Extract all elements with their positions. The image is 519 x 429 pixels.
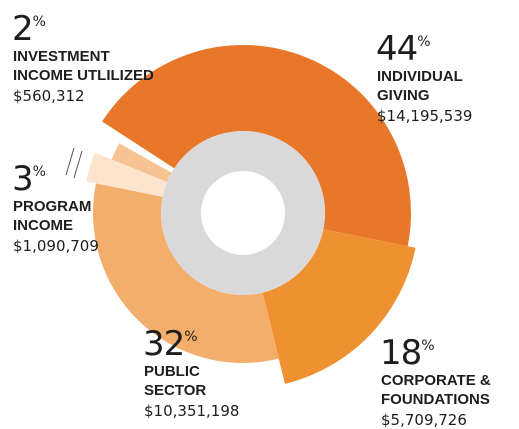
amount-label: $1,090,709 <box>13 237 99 255</box>
percent-unit: % <box>421 338 434 354</box>
center-hole <box>201 171 285 255</box>
slice <box>262 229 416 384</box>
percent-value: 44 <box>376 29 417 69</box>
percent-value: 3 <box>12 159 33 199</box>
percent-unit: % <box>33 14 46 30</box>
category-label: SECTOR <box>144 382 206 399</box>
amount-label: $14,195,539 <box>377 107 472 125</box>
slice <box>86 152 168 197</box>
amount-label: $5,709,726 <box>381 411 467 429</box>
slice <box>102 45 412 247</box>
category-label: INCOME UTLILIZED <box>13 67 154 84</box>
category-label: CORPORATE & <box>381 372 491 389</box>
percent-label: 44% <box>376 29 430 69</box>
category-label: FOUNDATIONS <box>381 391 490 408</box>
category-label: INDIVIDUAL <box>377 68 463 85</box>
category-label: PROGRAM <box>13 198 91 215</box>
percent-value: 18 <box>380 333 421 373</box>
percent-label: 32% <box>143 324 197 364</box>
category-label: INCOME <box>13 217 73 234</box>
amount-label: $10,351,198 <box>144 402 239 420</box>
percent-unit: % <box>417 34 430 50</box>
percent-unit: % <box>184 329 197 345</box>
percent-unit: % <box>33 164 46 180</box>
percent-value: 32 <box>143 324 184 364</box>
percent-label: 3% <box>12 159 46 199</box>
decor-line <box>65 147 75 176</box>
slice <box>93 183 279 363</box>
category-label: INVESTMENT <box>13 48 110 65</box>
percent-value: 2 <box>12 9 33 49</box>
category-label: GIVING <box>377 87 430 104</box>
decor-line <box>73 150 83 179</box>
percent-label: 2% <box>12 9 46 49</box>
amount-label: $560,312 <box>13 87 85 105</box>
category-label: PUBLIC <box>144 363 200 380</box>
slice <box>111 143 172 183</box>
percent-label: 18% <box>380 333 434 373</box>
